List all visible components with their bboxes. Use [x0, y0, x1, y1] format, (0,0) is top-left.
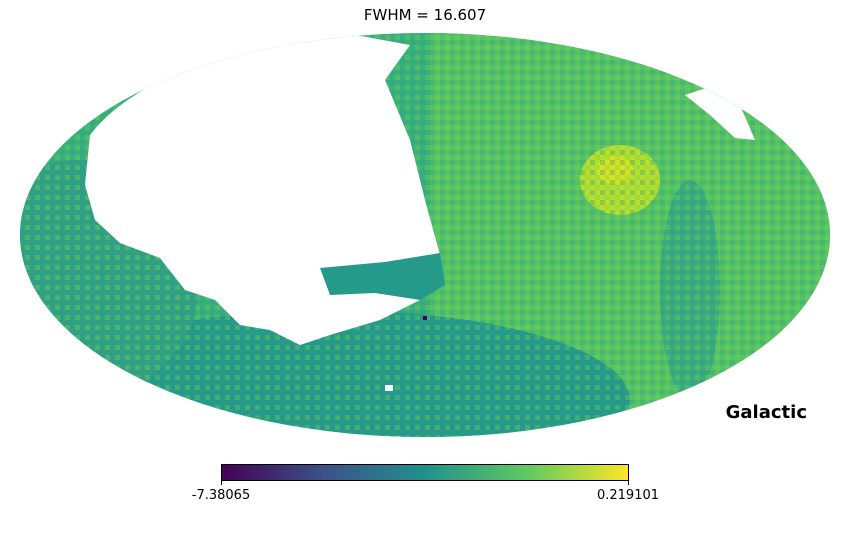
- colorbar-max-label: 0.219101: [596, 488, 660, 503]
- colorbar: [221, 464, 629, 481]
- mask-cutout-stripe: [320, 253, 445, 300]
- masked-patch-right: [685, 85, 755, 140]
- colorbar-min-label: -7.38065: [191, 488, 251, 503]
- map-title: FWHM = 16.607: [363, 6, 487, 24]
- coordinate-system-label: Galactic: [725, 402, 807, 423]
- colorbar-tick-min: [221, 480, 222, 485]
- colorbar-tick-max: [628, 480, 629, 485]
